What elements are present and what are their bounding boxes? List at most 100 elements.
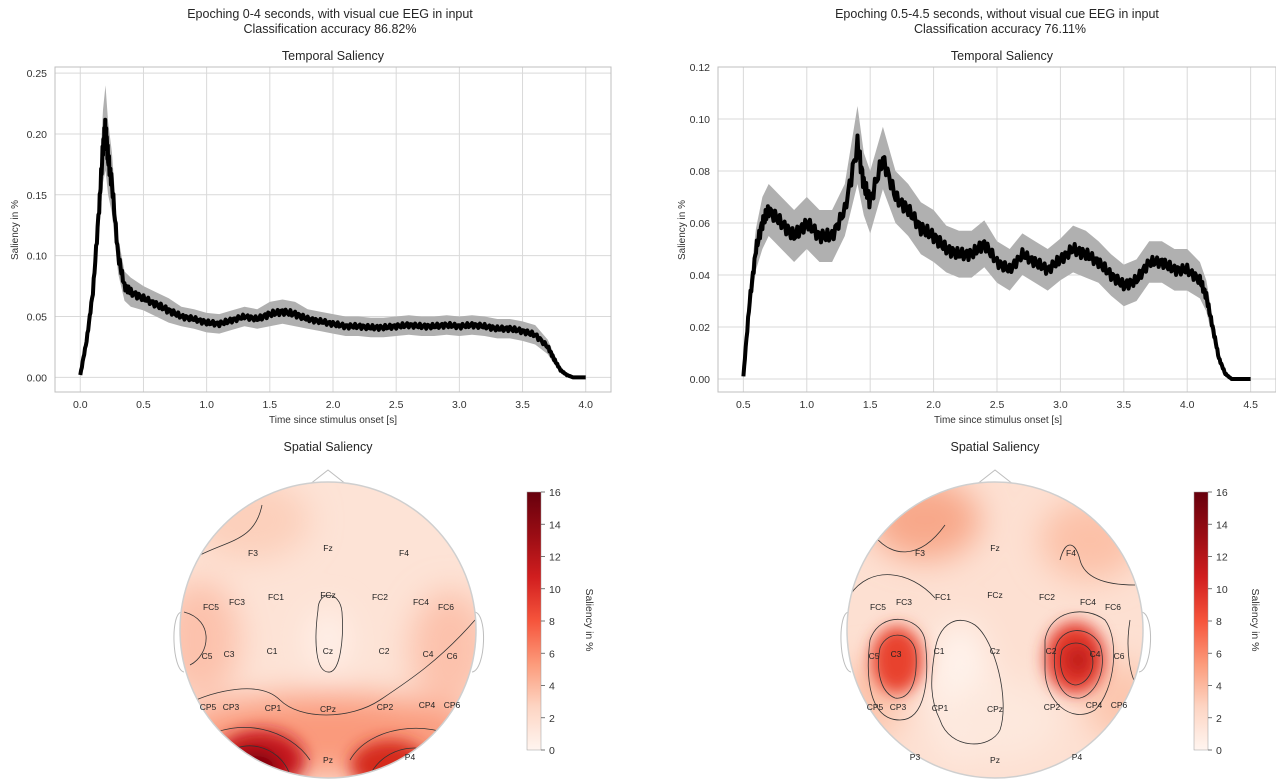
electrode-label: C5 [202,651,213,661]
left-temporal-mean-line [78,117,587,380]
electrode-label: Pz [323,755,333,765]
left-column: Epoching 0-4 seconds, with visual cue EE… [10,7,612,779]
electrode-label: FC3 [896,597,912,607]
electrode-label: C4 [1090,649,1101,659]
electrode-label: CP5 [867,702,884,712]
electrode-label: CP3 [890,702,907,712]
electrode-label: CP2 [377,702,394,712]
electrode-label: CP6 [1111,700,1128,710]
electrode-label: C5 [869,651,880,661]
x-tick-label: 2.0 [926,399,941,411]
x-tick-label: 4.0 [1180,399,1195,411]
right-head-ear-right [1138,611,1151,673]
right-temporal-chart: 0.5 1.0 1.5 2.0 2.5 3.0 3.5 4.0 4.5 0.00 0.02 0.04… [690,62,1276,411]
left-temporal-chart: 0.0 0.5 1.0 1.5 2.0 2.5 3.0 3.5 4.0 0.00 0.05 0.10… [27,66,612,411]
y-tick-label: 0.25 [27,68,48,80]
y-tick-label: 0.04 [690,270,711,282]
left-head-ear-right [471,611,484,673]
right-temporal-yticks: 0.00 0.02 0.04 0.06 0.08 0.10 0.12 [690,62,711,386]
electrode-label: C1 [267,646,278,656]
electrode-label: FC6 [1105,602,1121,612]
electrode-label: FCz [320,590,336,600]
y-tick-label: 0.05 [27,312,48,324]
right-head-outline [846,481,1144,779]
x-tick-label: 3.0 [1053,399,1068,411]
right-colorbar-ticks: 0 2 4 6 8 10 12 14 16 [1208,487,1228,757]
electrode-label: FC3 [229,597,245,607]
electrode-label: Pz [990,755,1000,765]
left-head-ear-left [173,611,185,673]
left-topomap: F3 Fz F4 FC5 FC3 FC1 FCz FC2 FC4 FC6 C5 C3 C1 Cz C2 C4 C… [173,469,484,779]
electrode-label: FC6 [438,602,454,612]
right-head-ear-left [840,611,852,673]
y-tick-label: 0.08 [690,166,711,178]
electrode-label: C2 [379,646,390,656]
y-tick-label: 0.12 [690,62,711,74]
right-temporal-xlabel: Time since stimulus onset [s] [934,415,1062,426]
colorbar-tick-label: 0 [1216,745,1222,757]
y-tick-label: 0.10 [27,251,48,263]
right-colorbar: 0 2 4 6 8 10 12 14 16 Saliency in % [1193,487,1261,757]
right-temporal-grid [718,66,1276,392]
electrode-label: F4 [399,548,409,558]
y-tick-label: 0.00 [27,372,48,384]
electrode-label: FC1 [935,592,951,602]
left-temporal-xlabel: Time since stimulus onset [s] [269,415,397,426]
right-spatial-title: Spatial Saliency [951,440,1041,454]
left-electrode-labels: F3 Fz F4 FC5 FC3 FC1 FCz FC2 FC4 FC6 C5 C3 C1 Cz C2 C4 C… [200,543,461,765]
right-suptitle-line1: Epoching 0.5-4.5 seconds, without visual… [835,7,1159,21]
colorbar-tick-label: 6 [1216,648,1222,660]
left-colorbar-ticks: 0 2 4 6 8 10 12 14 16 [541,487,561,757]
colorbar-tick-label: 4 [1216,681,1222,693]
x-tick-label: 3.0 [452,399,467,411]
colorbar-tick-label: 4 [549,681,555,693]
right-suptitle-line2: Classification accuracy 76.11% [914,22,1086,36]
x-tick-label: 3.5 [1117,399,1132,411]
electrode-label: C6 [1114,651,1125,661]
x-tick-label: 3.5 [515,399,530,411]
electrode-label: CP2 [1044,702,1061,712]
right-temporal-mean-line [741,133,1251,381]
electrode-label: Fz [990,543,999,553]
right-colorbar-gradient [1193,491,1209,751]
colorbar-tick-label: 2 [549,713,555,725]
left-colorbar: 0 2 4 6 8 10 12 14 16 Saliency in % [526,487,595,757]
colorbar-tick-label: 10 [1216,584,1228,596]
electrode-label: CP1 [265,703,282,713]
colorbar-tick-label: 12 [549,552,561,564]
right-column: Epoching 0.5-4.5 seconds, without visual… [677,7,1276,779]
right-electrode-labels: F3 Fz F4 FC5 FC3 FC1 FCz FC2 FC4 FC6 C5 C3 C1 Cz C2 C4 C… [867,543,1128,765]
left-colorbar-label: Saliency in % [583,588,595,651]
x-tick-label: 1.5 [863,399,878,411]
right-temporal-title: Temporal Saliency [951,49,1054,63]
electrode-label: CP4 [419,700,436,710]
right-temporal-frame [717,66,1276,393]
x-tick-label: 4.0 [578,399,593,411]
electrode-label: CP5 [200,702,217,712]
electrode-label: Fz [323,543,332,553]
left-spatial-title: Spatial Saliency [284,440,374,454]
x-tick-label: 1.5 [263,399,278,411]
y-tick-label: 0.06 [690,218,711,230]
x-tick-label: 2.5 [389,399,404,411]
left-temporal-ylabel: Saliency in % [10,200,21,260]
x-tick-label: 0.5 [736,399,751,411]
y-tick-label: 0.02 [690,322,711,334]
left-suptitle-line2: Classification accuracy 86.82% [244,22,417,36]
y-tick-label: 0.00 [690,374,711,386]
left-temporal-frame [54,66,612,393]
colorbar-tick-label: 16 [549,487,561,499]
electrode-label: CP6 [444,700,461,710]
left-head-outline [179,481,477,779]
y-tick-label: 0.10 [690,114,711,126]
x-tick-label: 1.0 [799,399,814,411]
electrode-label: FC5 [203,602,219,612]
x-tick-label: 2.5 [990,399,1005,411]
x-tick-label: 4.5 [1243,399,1258,411]
colorbar-tick-label: 8 [549,616,555,628]
colorbar-tick-label: 6 [549,648,555,660]
colorbar-tick-label: 16 [1216,487,1228,499]
right-temporal-std-band [743,106,1251,379]
electrode-label: FC1 [268,592,284,602]
